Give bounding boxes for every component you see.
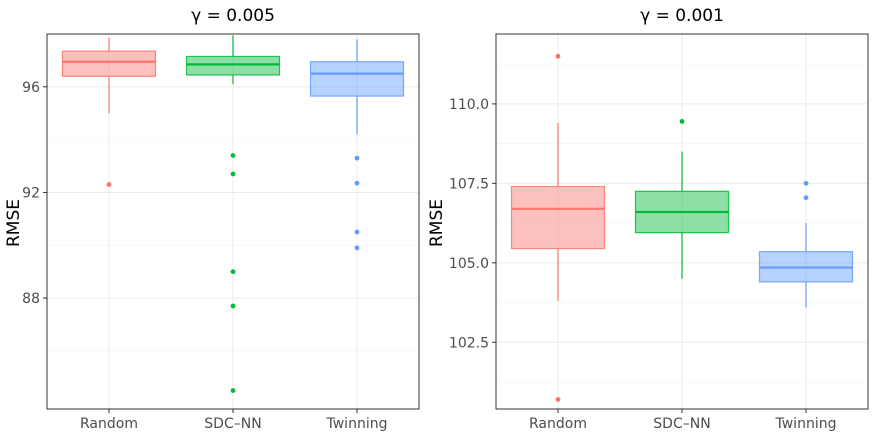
x-tick-labels: Random SDC–NN Twinning [80, 416, 387, 432]
panel-title: γ = 0.001 [640, 6, 724, 26]
iqr-box [510, 185, 606, 250]
outlier-point [555, 53, 561, 59]
outlier-point [803, 180, 809, 186]
x-tick-label-sdc-nn: SDC–NN [204, 416, 261, 432]
outlier-point [230, 171, 236, 177]
outlier-point [354, 245, 360, 251]
x-tick-label-twinning: Twinning [775, 416, 837, 432]
panel-gamma-0001: γ = 0.001 RMSE 102.5 105.0 107.5 110.0 R… [427, 6, 869, 432]
y-tick-label: 88 [22, 291, 40, 307]
panel-title: γ = 0.005 [191, 6, 275, 26]
box-sdc-nn [185, 35, 281, 393]
outlier-point [230, 303, 236, 309]
x-tick-label-random: Random [80, 416, 138, 432]
y-tick-labels: 102.5 105.0 107.5 110.0 [449, 97, 489, 351]
outlier-point [679, 118, 685, 124]
box-twinning [309, 39, 405, 251]
x-tick-label-sdc-nn: SDC–NN [653, 416, 710, 432]
y-tick-label: 92 [22, 185, 40, 201]
y-tick-label: 110.0 [449, 97, 489, 113]
box-series [510, 53, 854, 402]
outlier-point [230, 269, 236, 275]
box-sdc-nn [634, 118, 730, 279]
box-twinning [758, 180, 854, 308]
iqr-box [185, 55, 281, 76]
box-series [61, 35, 405, 393]
outlier-point [354, 155, 360, 161]
y-tick-labels: 88 92 96 [22, 80, 40, 307]
panel-gamma-0005: γ = 0.005 RMSE 88 92 96 Random SDC–NN Tw… [4, 6, 420, 432]
outlier-point [354, 229, 360, 235]
axis-ticks [43, 86, 358, 413]
outlier-point [354, 180, 360, 186]
y-tick-label: 105.0 [449, 256, 489, 272]
y-tick-label: 96 [22, 80, 40, 96]
outlier-point [230, 153, 236, 158]
box-random [61, 37, 157, 187]
iqr-box [61, 50, 157, 77]
outlier-point [555, 397, 561, 402]
x-tick-label-twinning: Twinning [326, 416, 388, 432]
outlier-point [803, 195, 809, 201]
x-tick-label-random: Random [529, 416, 587, 432]
x-tick-labels: Random SDC–NN Twinning [529, 416, 836, 432]
box-random [510, 53, 606, 402]
outlier-point [106, 182, 112, 187]
y-axis-title: RMSE [427, 199, 447, 247]
y-axis-title: RMSE [4, 199, 24, 247]
iqr-box [309, 61, 405, 97]
axis-ticks [492, 103, 807, 413]
y-tick-label: 107.5 [449, 176, 489, 192]
y-tick-label: 102.5 [449, 335, 489, 351]
outlier-point [230, 388, 236, 393]
